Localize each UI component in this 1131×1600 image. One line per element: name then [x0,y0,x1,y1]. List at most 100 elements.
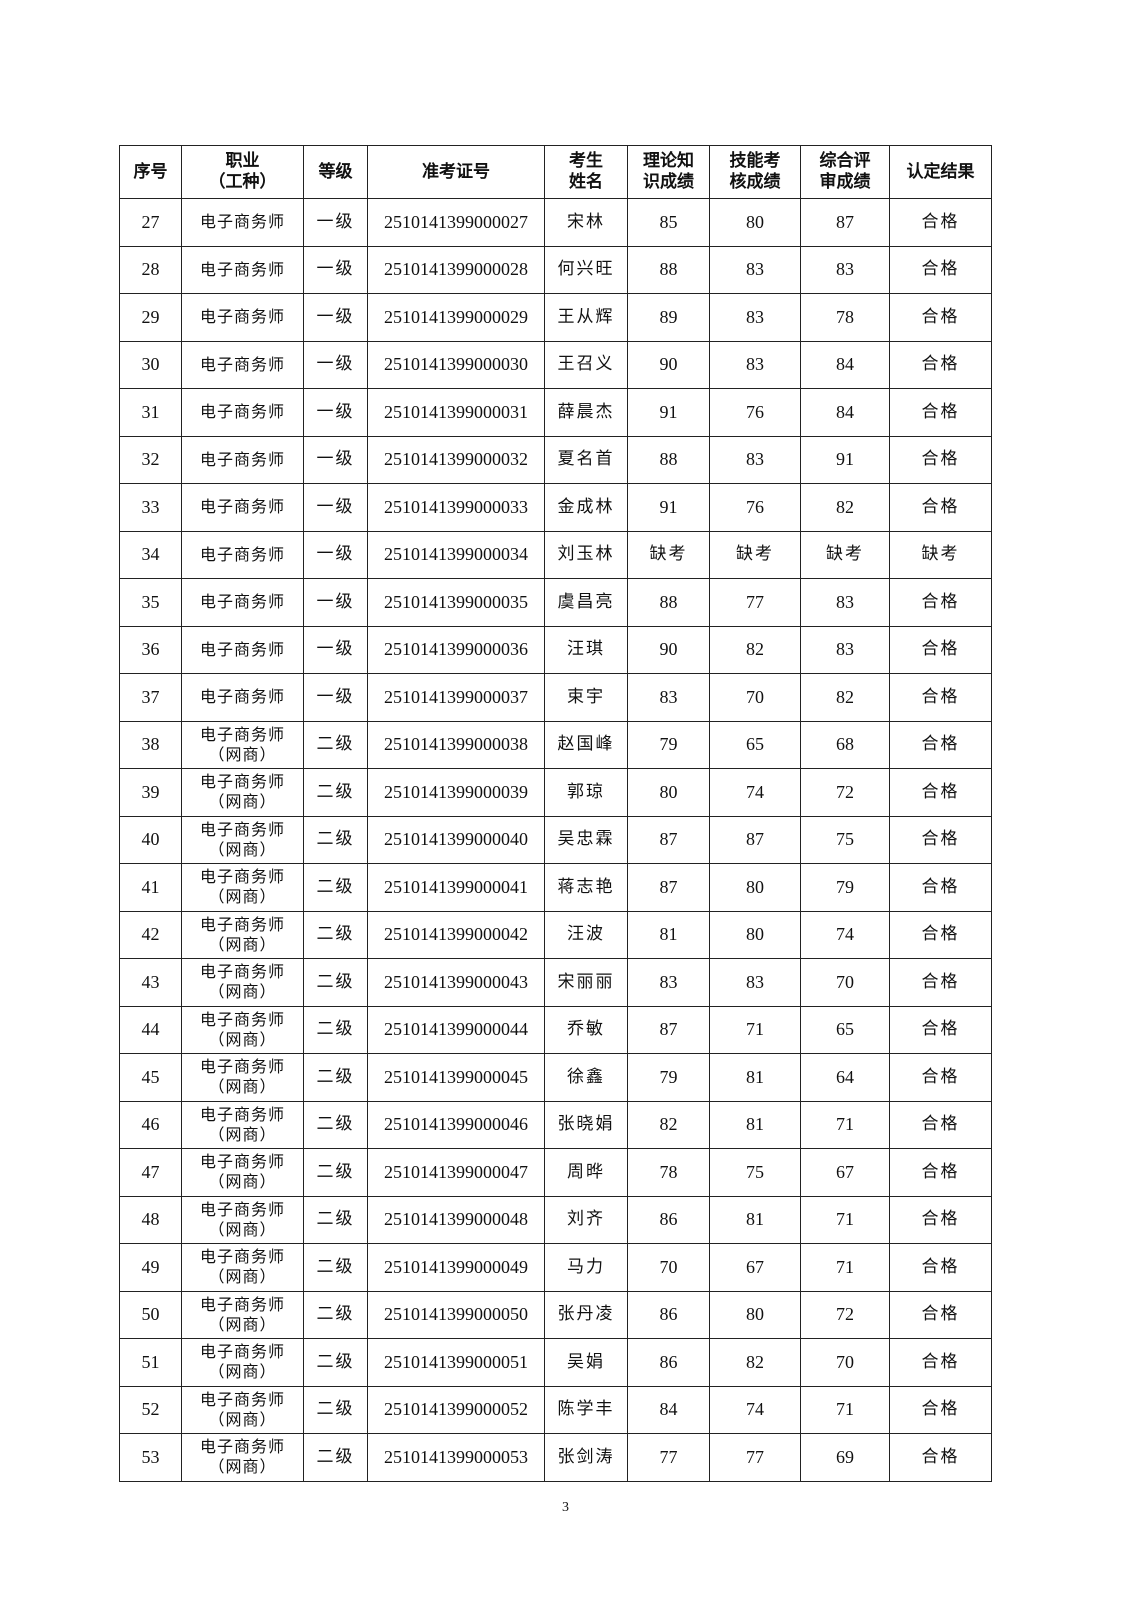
cell-exam-id: 2510141399000043 [367,958,545,1007]
cell-exam-id: 2510141399000044 [367,1005,545,1054]
table-row: 38 电子商务师 （网商） 二级 2510141399000038 赵国峰 79 65 68 合格 [119,720,992,769]
cell-level: 一级 [303,530,368,579]
cell-result: 合格 [889,1338,992,1387]
occupation-text: 电子商务师 [199,687,285,707]
cell-exam-id: 2510141399000033 [367,483,545,532]
cell-seq: 31 [119,388,182,437]
header-line: 等级 [318,161,353,182]
cell-theory-score: 89 [627,293,710,342]
cell-name: 薛晨杰 [544,388,628,437]
occupation-sub-text: （网商） [208,744,277,764]
occupation-sub-text: （网商） [208,1172,277,1192]
cell-seq: 30 [119,340,182,389]
cell-level: 二级 [303,815,368,864]
cell-theory-score: 78 [627,1148,710,1197]
occupation-sub-text: （网商） [208,1219,277,1239]
header-seq: 序号 [119,145,182,199]
cell-review-score: 缺考 [800,530,890,579]
occupation-text: 电子商务师 [199,307,285,327]
cell-skill-score: 82 [709,625,801,674]
cell-seq: 40 [119,815,182,864]
header-line: （工种） [208,172,277,192]
cell-exam-id: 2510141399000048 [367,1195,545,1244]
cell-review-score: 84 [800,340,890,389]
occupation-text: 电子商务师 [199,212,285,232]
cell-occupation: 电子商务师 （网商） [181,1005,304,1054]
occupation-text: 电子商务师 [199,544,285,564]
cell-level: 二级 [303,1243,368,1292]
table-row: 34 电子商务师 一级 2510141399000034 刘玉林 缺考 缺考 缺考 缺考 [119,530,992,579]
page-number: 3 [562,1500,569,1515]
cell-review-score: 68 [800,720,890,769]
cell-level: 一级 [303,198,368,247]
cell-level: 二级 [303,1148,368,1197]
table-row: 47 电子商务师 （网商） 二级 2510141399000047 周晔 78 75 67 合格 [119,1148,992,1197]
occupation-sub-text: （网商） [208,839,277,859]
cell-name: 束宇 [544,673,628,722]
cell-theory-score: 70 [627,1243,710,1292]
cell-skill-score: 81 [709,1100,801,1149]
cell-theory-score: 90 [627,340,710,389]
occupation-text: 电子商务师 [199,772,285,792]
cell-level: 一级 [303,578,368,627]
cell-name: 夏名首 [544,435,628,484]
cell-exam-id: 2510141399000038 [367,720,545,769]
cell-level: 一级 [303,388,368,437]
cell-occupation: 电子商务师 [181,673,304,722]
cell-theory-score: 88 [627,435,710,484]
cell-theory-score: 83 [627,958,710,1007]
occupation-text: 电子商务师 [199,1389,285,1409]
occupation-text: 电子商务师 [199,449,285,469]
table-row: 33 电子商务师 一级 2510141399000033 金成林 91 76 82 合格 [119,483,992,532]
table-row: 30 电子商务师 一级 2510141399000030 王召义 90 83 84 合格 [119,340,992,389]
occupation-text: 电子商务师 [199,724,285,744]
cell-seq: 27 [119,198,182,247]
cell-exam-id: 2510141399000037 [367,673,545,722]
cell-theory-score: 88 [627,245,710,294]
cell-seq: 42 [119,910,182,959]
occupation-text: 电子商务师 [199,639,285,659]
cell-theory-score: 86 [627,1290,710,1339]
cell-result: 合格 [889,1005,992,1054]
header-line: 准考证号 [422,161,490,182]
cell-skill-score: 67 [709,1243,801,1292]
cell-name: 蒋志艳 [544,863,628,912]
table-row: 39 电子商务师 （网商） 二级 2510141399000039 郭琼 80 74 72 合格 [119,768,992,817]
occupation-text: 电子商务师 [199,1342,285,1362]
cell-name: 王从辉 [544,293,628,342]
cell-exam-id: 2510141399000034 [367,530,545,579]
cell-theory-score: 79 [627,720,710,769]
cell-name: 陈学丰 [544,1385,628,1434]
cell-level: 二级 [303,863,368,912]
cell-review-score: 65 [800,1005,890,1054]
cell-level: 二级 [303,1005,368,1054]
cell-skill-score: 81 [709,1053,801,1102]
cell-skill-score: 80 [709,910,801,959]
header-line: 认定结果 [906,161,975,182]
cell-level: 一级 [303,673,368,722]
cell-level: 一级 [303,293,368,342]
cell-seq: 49 [119,1243,182,1292]
cell-occupation: 电子商务师 （网商） [181,1433,304,1482]
cell-exam-id: 2510141399000036 [367,625,545,674]
cell-occupation: 电子商务师 [181,388,304,437]
cell-theory-score: 90 [627,625,710,674]
occupation-text: 电子商务师 [199,1437,285,1457]
cell-name: 赵国峰 [544,720,628,769]
cell-review-score: 83 [800,625,890,674]
cell-theory-score: 81 [627,910,710,959]
occupation-sub-text: （网商） [208,1409,277,1429]
table-row: 46 电子商务师 （网商） 二级 2510141399000046 张晓娟 82 81 71 合格 [119,1100,992,1149]
occupation-sub-text: （网商） [208,1077,277,1097]
table-row: 45 电子商务师 （网商） 二级 2510141399000045 徐鑫 79 81 64 合格 [119,1053,992,1102]
cell-occupation: 电子商务师 （网商） [181,1053,304,1102]
cell-result: 合格 [889,1290,992,1339]
cell-theory-score: 缺考 [627,530,710,579]
cell-name: 张剑涛 [544,1433,628,1482]
cell-exam-id: 2510141399000027 [367,198,545,247]
cell-level: 二级 [303,1338,368,1387]
cell-skill-score: 缺考 [709,530,801,579]
cell-name: 金成林 [544,483,628,532]
cell-exam-id: 2510141399000052 [367,1385,545,1434]
cell-occupation: 电子商务师 [181,293,304,342]
